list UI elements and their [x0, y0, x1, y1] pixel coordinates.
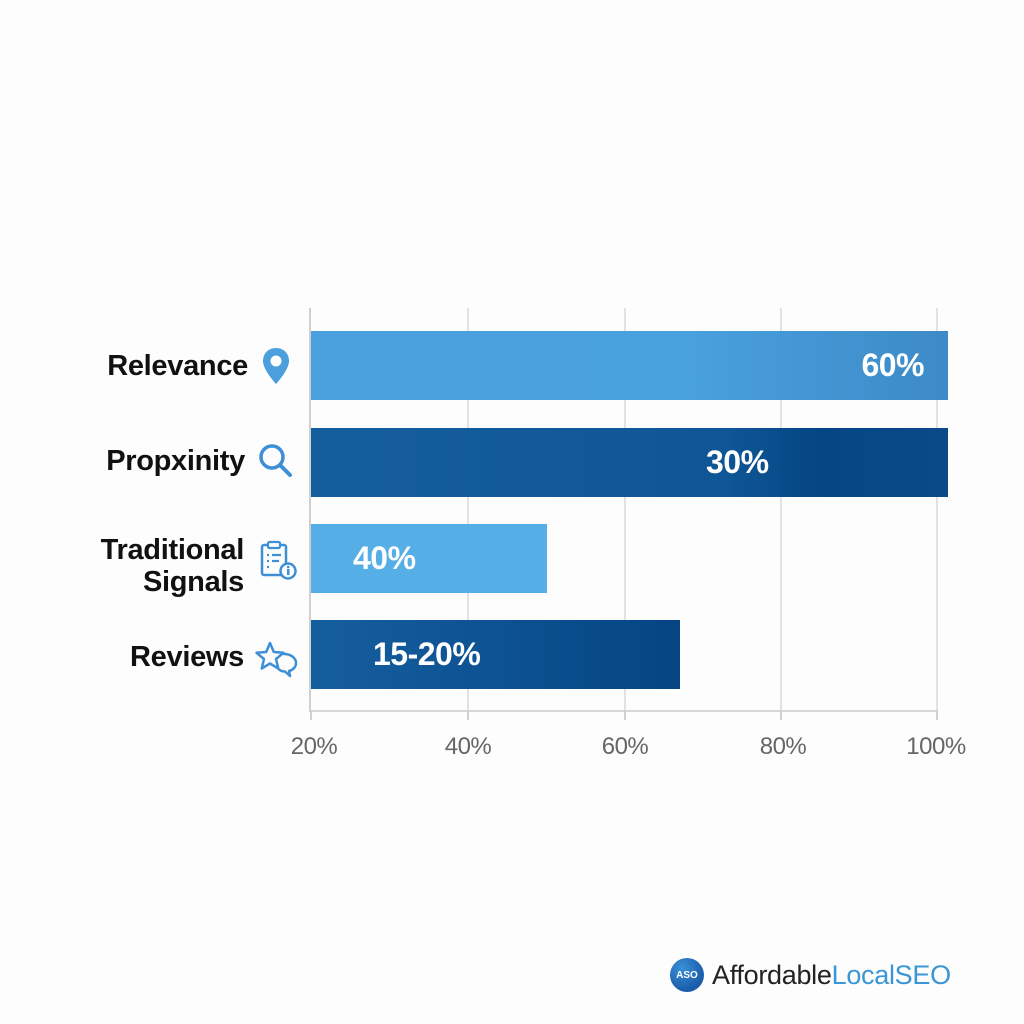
category-label-traditional-signals: Traditional Signals — [100, 534, 245, 598]
tick-20 — [310, 710, 312, 720]
category-label-propxinity: Propxinity — [106, 445, 245, 477]
x-tick-label-80: 80% — [759, 733, 807, 760]
bar-value-propxinity: 30% — [706, 444, 769, 480]
bar-value-relevance: 60% — [861, 347, 924, 383]
brand-name: AffordableLocalSEO — [712, 960, 951, 991]
category-label-reviews: Reviews — [130, 641, 244, 673]
brand-logo: ASO AffordableLocalSEO — [670, 958, 951, 992]
bar-relevance: 60% — [311, 331, 948, 400]
category-label-line1: Traditional — [100, 534, 245, 566]
category-label-relevance: Relevance — [107, 350, 248, 382]
brand-name-part1: Affordable — [712, 959, 832, 990]
tick-100 — [936, 710, 938, 720]
gridline-60 — [624, 308, 626, 712]
tick-80 — [780, 710, 782, 720]
brand-badge-icon: ASO — [670, 958, 704, 992]
star-review-icon — [255, 641, 298, 678]
tick-60 — [624, 710, 626, 720]
bar-traditional-signals: 40% — [311, 524, 547, 593]
gridline-100 — [936, 308, 938, 712]
magnifying-glass-icon — [259, 444, 292, 477]
y-axis-line — [309, 308, 311, 712]
x-tick-label-60: 60% — [601, 733, 649, 760]
x-tick-label-40: 40% — [444, 733, 492, 760]
bar-propxinity: 30% — [311, 428, 948, 497]
brand-name-part2: LocalSEO — [831, 959, 951, 990]
gridline-40 — [467, 308, 469, 712]
tick-40 — [467, 710, 469, 720]
clipboard-info-icon — [260, 540, 297, 580]
bar-reviews: 15-20% — [311, 620, 680, 689]
x-tick-label-100: 100% — [906, 733, 966, 760]
location-pin-icon — [263, 348, 289, 384]
gridline-80 — [780, 308, 782, 712]
bar-value-reviews: 15-20% — [373, 636, 481, 672]
bar-value-traditional-signals: 40% — [353, 540, 416, 576]
x-axis-line — [310, 710, 937, 712]
category-label-line2: Signals — [142, 566, 244, 598]
x-tick-label-20: 20% — [290, 733, 338, 760]
